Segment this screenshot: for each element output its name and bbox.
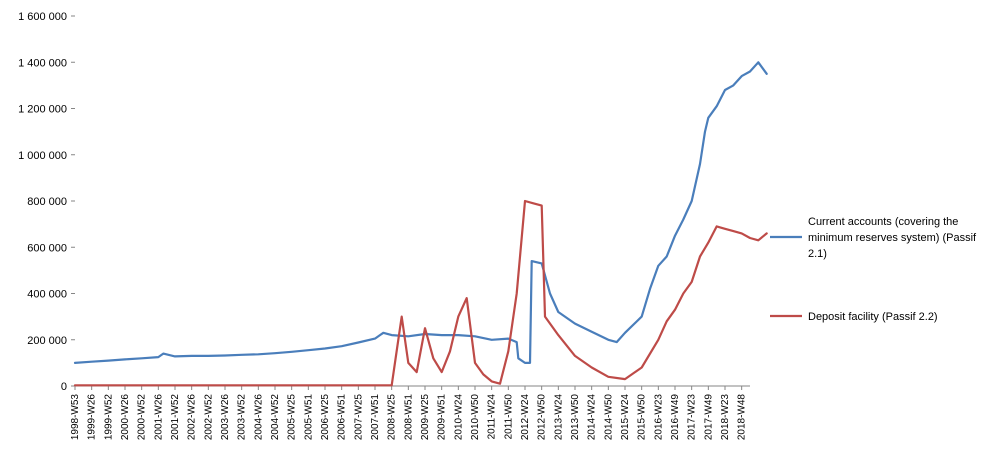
x-tick-label: 2018-W23 — [720, 394, 731, 441]
x-tick-label: 2011-W24 — [487, 394, 498, 440]
x-tick-label: 1998-W53 — [70, 394, 81, 441]
y-tick-label: 800 000 — [27, 196, 67, 208]
x-tick-label: 2004-W52 — [270, 394, 281, 441]
x-tick-label: 2010-W24 — [453, 394, 464, 441]
x-axis: 1998-W53 1999-W26 1999-W52 2000-W26 2000-W52… — [70, 385, 750, 441]
x-tick-label: 2018-W48 — [737, 394, 748, 441]
x-tick-label: 1999-W52 — [103, 394, 114, 441]
x-tick-label: 2000-W26 — [120, 394, 131, 441]
x-tick-label: 2012-W50 — [537, 394, 548, 441]
legend: Current accounts (covering the minimum re… — [770, 216, 977, 323]
x-tick-label: 2005-W25 — [287, 394, 298, 441]
x-tick-label: 2017-W49 — [703, 394, 714, 441]
y-tick-label: 1 600 000 — [18, 11, 67, 23]
x-tick-label: 2009-W51 — [437, 394, 448, 441]
x-tick-label: 2002-W26 — [187, 394, 198, 441]
series-line-2 — [73, 199, 768, 387]
series-line-1 — [73, 61, 768, 364]
x-tick-label: 2001-W52 — [170, 394, 181, 441]
x-tick-label: 2016-W49 — [670, 394, 681, 441]
y-tick-label: 1 200 000 — [18, 104, 67, 116]
x-tick-label: 2006-W51 — [337, 394, 348, 441]
x-tick-label: 2013-W24 — [553, 394, 564, 441]
x-tick-label: 2006-W25 — [320, 394, 331, 441]
x-tick-label: 2005-W51 — [303, 394, 314, 441]
x-tick-label: 2007-W25 — [353, 394, 364, 441]
x-tick-label: 2011-W50 — [503, 394, 514, 440]
y-tick-label: 600 000 — [27, 242, 67, 254]
legend-label-1: minimum reserves system) (Passif — [808, 232, 977, 244]
x-tick-label: 2001-W26 — [153, 394, 164, 441]
y-tick-label: 200 000 — [27, 335, 67, 347]
x-tick-label: 2004-W26 — [253, 394, 264, 441]
x-tick-label: 2015-W50 — [637, 394, 648, 441]
y-tick-label: 1 000 000 — [18, 150, 67, 162]
x-tick-label: 2002-W52 — [203, 394, 214, 441]
x-tick-label: 2008-W25 — [387, 394, 398, 441]
x-tick-label: 2012-W24 — [520, 394, 531, 441]
x-tick-label: 2016-W23 — [653, 394, 664, 441]
x-tick-label: 2003-W26 — [220, 394, 231, 441]
x-tick-label: 2000-W52 — [137, 394, 148, 441]
x-tick-label: 2015-W24 — [620, 394, 631, 441]
x-tick-label: 2017-W23 — [687, 394, 698, 441]
x-tick-label: 2008-W51 — [403, 394, 414, 441]
legend-label-1: Current accounts (covering the — [808, 216, 958, 228]
x-tick-label: 2007-W51 — [370, 394, 381, 441]
x-tick-label: 2003-W52 — [237, 394, 248, 441]
x-tick-label: 2009-W25 — [420, 394, 431, 441]
x-tick-label: 2014-W50 — [603, 394, 614, 441]
y-tick-label: 0 — [61, 381, 67, 393]
legend-label-2: Deposit facility (Passif 2.2) — [808, 311, 938, 323]
x-tick-label: 2013-W50 — [570, 394, 581, 441]
x-tick-label: 2014-W24 — [587, 394, 598, 441]
x-tick-label: 2010-W50 — [470, 394, 481, 441]
y-tick-label: 400 000 — [27, 289, 67, 301]
y-tick-label: 1 400 000 — [18, 57, 67, 69]
x-tick-label: 1999-W26 — [87, 394, 98, 441]
series-layer — [73, 61, 768, 387]
y-axis: 0 200 000 400 000 600 000 800 000 1 000 000 1 … — [18, 11, 75, 393]
legend-label-1: 2.1) — [808, 248, 827, 260]
